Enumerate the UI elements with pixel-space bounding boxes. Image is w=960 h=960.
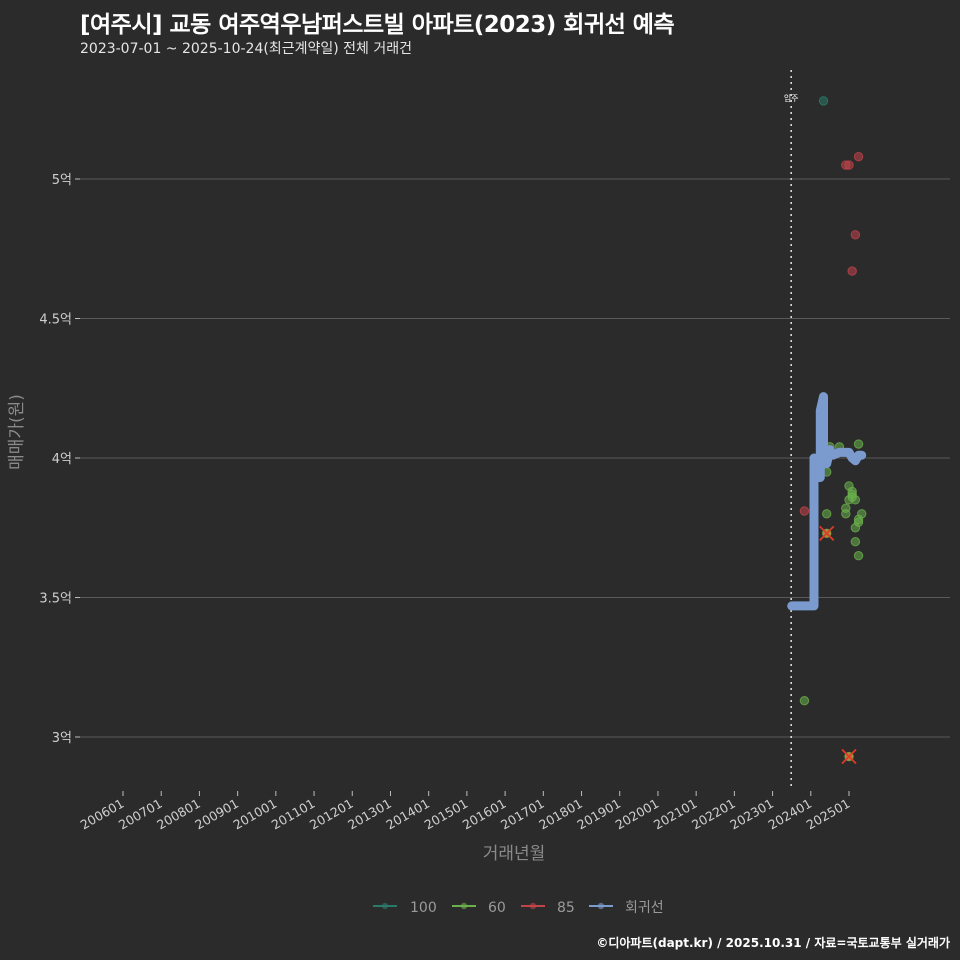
x-axis-title: 거래년월 xyxy=(483,844,546,864)
data-point-85 xyxy=(853,151,864,162)
legend: 100 60 85 회귀선 xyxy=(373,900,664,916)
data-point-60 xyxy=(799,696,810,706)
legend-label: 60 xyxy=(488,900,506,916)
legend-label: 85 xyxy=(557,900,575,916)
y-tick-label: 5억 xyxy=(52,173,72,188)
regression-line xyxy=(787,392,867,611)
legend-key-icon xyxy=(597,902,605,910)
x-axis: 2006012007012008012009012010012011012012… xyxy=(78,791,853,832)
y-axis: 3억 3.5억 4억 4.5억 5억 xyxy=(39,173,80,746)
data-point-60 xyxy=(853,439,864,449)
source-credit: ©디아파트(dapt.kr) / 2025.10.31 / 자료=국토교통부 실… xyxy=(596,936,950,950)
chart-title: [여주시] 교동 여주역우남퍼스트빌 아파트(2023) 회귀선 예측 xyxy=(80,12,675,38)
legend-item: 60 xyxy=(452,900,506,916)
grid-lines xyxy=(80,178,950,738)
x-tick-label: 202501 xyxy=(804,796,853,833)
data-point-85 xyxy=(844,160,854,170)
data-point-60 xyxy=(822,509,832,519)
legend-key-icon xyxy=(381,902,389,910)
data-point-85 xyxy=(799,506,810,516)
data-point-60 xyxy=(850,537,861,547)
y-tick-label: 3억 xyxy=(52,731,72,746)
data-point-60 xyxy=(853,550,864,561)
data-point-85 xyxy=(850,230,861,240)
move-in-label: 입주 xyxy=(784,94,799,103)
data-point-85 xyxy=(847,266,857,276)
legend-key-icon xyxy=(460,902,468,910)
data-point-60 xyxy=(857,509,867,519)
legend-label: 회귀선 xyxy=(625,900,664,916)
data-point-60 xyxy=(841,503,851,513)
data-point-100 xyxy=(818,96,829,106)
scatter-points xyxy=(799,96,867,762)
data-point-60 xyxy=(850,495,861,505)
legend-item: 85 xyxy=(521,900,575,916)
legend-item: 회귀선 xyxy=(589,900,664,916)
legend-key-icon xyxy=(529,902,537,910)
legend-label: 100 xyxy=(410,900,437,916)
y-tick-label: 4.5억 xyxy=(39,313,72,328)
y-tick-label: 4억 xyxy=(52,452,72,467)
chart-subtitle: 2023-07-01 ~ 2025-10-24(최근계약일) 전체 거래건 xyxy=(80,41,412,57)
legend-item: 100 xyxy=(373,900,437,916)
y-tick-label: 3.5억 xyxy=(39,592,72,607)
outlier-markers xyxy=(819,525,857,765)
y-axis-title: 매매가(원) xyxy=(7,394,27,470)
